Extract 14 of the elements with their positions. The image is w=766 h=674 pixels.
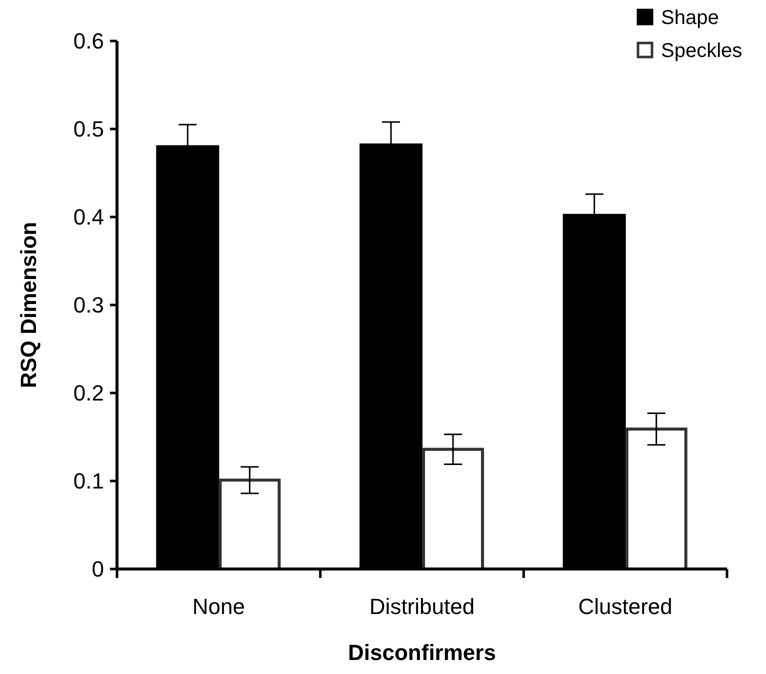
y-axis-title: RSQ Dimension bbox=[16, 222, 41, 388]
y-tick-label: 0 bbox=[92, 556, 104, 582]
y-tick-label: 0.5 bbox=[73, 116, 104, 142]
legend-label: Speckles bbox=[661, 40, 742, 62]
y-tick-label: 0.1 bbox=[73, 468, 104, 494]
x-tick-label: None bbox=[192, 594, 245, 619]
x-tick-label: Distributed bbox=[369, 594, 475, 619]
legend-label: Shape bbox=[661, 7, 719, 29]
y-tick-label: 0.6 bbox=[73, 28, 104, 54]
y-tick-label: 0.4 bbox=[73, 204, 104, 230]
x-axis-title: Disconfirmers bbox=[348, 640, 496, 665]
y-tick-label: 0.2 bbox=[73, 380, 104, 406]
x-tick-label: Clustered bbox=[578, 594, 672, 619]
y-tick-label: 0.3 bbox=[73, 292, 104, 318]
